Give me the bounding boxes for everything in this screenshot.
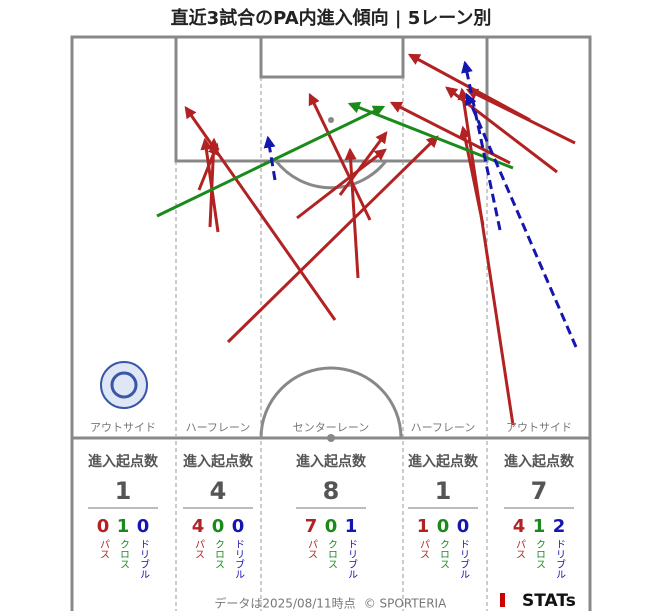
type-count: 0: [97, 516, 110, 537]
type-count: 2: [553, 516, 566, 537]
type-count: 1: [117, 516, 130, 537]
type-label: パス: [418, 539, 430, 559]
type-label: ドリブル: [138, 539, 150, 579]
type-label: クロス: [534, 539, 545, 569]
type-count: 7: [305, 516, 318, 537]
type-label: クロス: [438, 539, 449, 569]
type-label: パス: [514, 539, 526, 559]
title: 直近3試合のPA内進入傾向 | 5レーン別: [171, 7, 492, 29]
type-count: 0: [437, 516, 450, 537]
stats-logo: STATs: [522, 591, 576, 611]
lane-label: ハーフレーン: [186, 421, 251, 434]
entry-total: 7: [531, 477, 548, 505]
type-label: パス: [193, 539, 205, 559]
date-note: データは2025/08/11時点: [214, 596, 355, 611]
type-label: クロス: [326, 539, 337, 569]
copyright: © SPORTERIA: [364, 597, 447, 611]
entry-header: 進入起点数: [296, 453, 367, 470]
type-count: 1: [533, 516, 546, 537]
type-count: 4: [513, 516, 526, 537]
type-label: ドリブル: [458, 539, 470, 579]
logo-mark: [500, 593, 505, 607]
entry-arrows: [156, 53, 578, 426]
entry-header: 進入起点数: [504, 453, 575, 470]
entry-header: 進入起点数: [88, 453, 159, 470]
type-count: 0: [325, 516, 338, 537]
entry-total: 8: [323, 477, 340, 505]
lane-label: ハーフレーン: [411, 421, 476, 434]
pitch: [70, 35, 592, 611]
logo-crest: [100, 361, 148, 409]
type-label: クロス: [213, 539, 224, 569]
type-label: ドリブル: [554, 539, 566, 579]
lane-label: センターレーン: [293, 421, 369, 434]
type-count: 1: [345, 516, 358, 537]
entry-header: 進入起点数: [408, 453, 479, 470]
type-count: 0: [232, 516, 245, 537]
entry-total: 4: [210, 477, 227, 505]
entry-header: 進入起点数: [183, 453, 254, 470]
type-label: ドリブル: [233, 539, 245, 579]
type-count: 4: [192, 516, 205, 537]
type-count: 1: [417, 516, 430, 537]
entry-total: 1: [435, 477, 452, 505]
entry-total: 1: [115, 477, 132, 505]
type-count: 0: [212, 516, 225, 537]
type-count: 0: [457, 516, 470, 537]
lane-label: アウトサイド: [90, 421, 156, 434]
type-label: パス: [306, 539, 318, 559]
type-label: クロス: [118, 539, 129, 569]
lane-label: アウトサイド: [506, 421, 572, 434]
type-label: パス: [98, 539, 110, 559]
type-count: 0: [137, 516, 150, 537]
type-label: ドリブル: [346, 539, 358, 579]
